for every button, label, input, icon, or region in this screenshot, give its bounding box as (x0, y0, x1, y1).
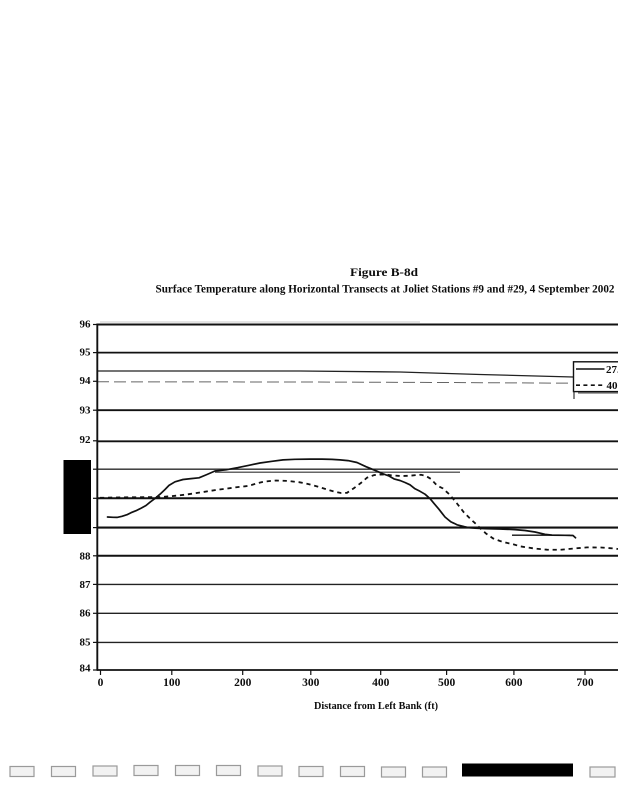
svg-text:300: 300 (302, 677, 320, 689)
svg-text:500: 500 (438, 677, 456, 689)
svg-text:95: 95 (80, 347, 92, 359)
svg-text:700: 700 (576, 677, 594, 689)
svg-text:84: 84 (80, 663, 92, 675)
svg-text:Distance from Left Bank (ft): Distance from Left Bank (ft) (314, 700, 438, 712)
svg-text:27.: 27. (606, 364, 618, 376)
svg-text:92: 92 (80, 434, 92, 446)
svg-text:600: 600 (505, 677, 523, 689)
svg-text:100: 100 (163, 677, 181, 689)
svg-text:94: 94 (80, 375, 92, 387)
svg-text:200: 200 (234, 677, 252, 689)
svg-text:86: 86 (80, 608, 92, 620)
svg-text:Figure B-8d: Figure B-8d (350, 265, 418, 279)
svg-text:0: 0 (98, 677, 104, 689)
svg-text:85: 85 (80, 637, 92, 649)
svg-text:400: 400 (372, 677, 390, 689)
svg-text:93: 93 (80, 404, 92, 416)
svg-text:Surface Temperature along Hori: Surface Temperature along Horizontal Tra… (156, 284, 615, 296)
svg-text:40: 40 (607, 380, 618, 392)
svg-text:87: 87 (80, 579, 92, 591)
svg-text:88: 88 (80, 551, 92, 563)
svg-text:96: 96 (80, 318, 92, 330)
